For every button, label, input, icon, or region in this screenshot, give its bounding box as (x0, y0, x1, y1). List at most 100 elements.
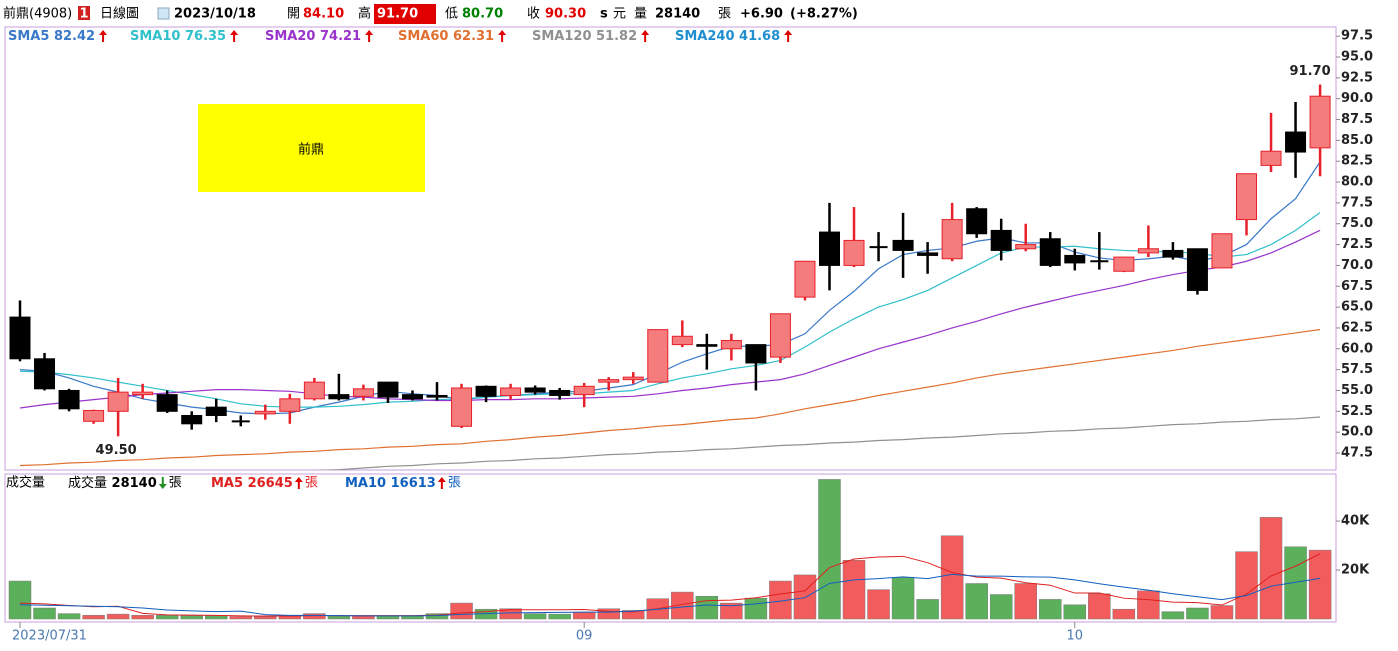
candle-body (254, 410, 276, 415)
volume-bar (548, 613, 571, 620)
arrow-icon (437, 477, 446, 489)
arrow-icon (498, 30, 507, 42)
volume-bars (8, 479, 1332, 620)
volume-bar (106, 613, 130, 620)
candle-body (107, 391, 129, 412)
volume-bar (204, 615, 228, 620)
candle-body (328, 394, 350, 400)
arrow-icon (365, 30, 374, 42)
volume-bar (1235, 551, 1258, 620)
legend-value: 51.82 (596, 29, 637, 44)
candle-body (647, 329, 669, 383)
volume-bar (1210, 605, 1234, 620)
volume-bar (842, 559, 866, 620)
arrow-icon (99, 30, 108, 42)
change-pct: (+8.27%) (790, 7, 858, 22)
y-tick-label: 92.5 (1341, 70, 1373, 85)
candle-body (1015, 244, 1037, 250)
annotation: 91.70 (1290, 64, 1331, 79)
volume-label: 量 (634, 7, 647, 22)
volume-bar (965, 583, 988, 620)
chart-kind: 日線圖 (100, 6, 139, 22)
arrow-icon (158, 477, 167, 489)
legend-value: 28140 (112, 476, 157, 491)
candle-body (818, 231, 840, 266)
y-tick-label: 70.0 (1341, 258, 1373, 273)
volume-bar (303, 613, 326, 620)
y-tick-label: 47.5 (1341, 445, 1373, 460)
volume-bar (131, 615, 154, 620)
volume-bar (499, 608, 522, 620)
candle-body (58, 389, 80, 410)
legend-value: 76.35 (185, 29, 226, 44)
badge-box (78, 6, 90, 20)
y-tick-label: 90.0 (1341, 91, 1373, 106)
x-tick-label: 09 (576, 629, 593, 644)
legend-value: 82.42 (54, 29, 95, 44)
candle-body (990, 229, 1012, 251)
arrow-icon (230, 30, 239, 42)
candle-body (475, 385, 497, 397)
volume-bar (1014, 583, 1037, 620)
candle-body (598, 379, 620, 383)
arrow-icon (784, 30, 793, 42)
candle-body (1309, 95, 1331, 149)
volume-bar (1161, 611, 1185, 620)
legend-name: SMA120 (532, 29, 592, 44)
volume-bar (818, 479, 841, 620)
panel-title: 成交量 (6, 475, 45, 491)
candle-body (1186, 248, 1208, 291)
candle-body (500, 387, 522, 396)
candle-body (1285, 131, 1307, 153)
low-label: 低 (445, 7, 458, 22)
volume-bar (671, 591, 694, 620)
y-tick-label: 60.0 (1341, 341, 1373, 356)
candle-body (769, 313, 791, 358)
close: 90.30 (545, 7, 586, 22)
volume-bar (695, 595, 719, 620)
candle-body (549, 389, 571, 396)
legend-entry: SMA20 74.21 (265, 29, 361, 44)
legend-unit: 張 (169, 476, 182, 491)
sma-line (19, 212, 1321, 408)
legend-name: 成交量 (68, 475, 107, 491)
candle-body (9, 316, 31, 360)
y-tick-label: 52.5 (1341, 404, 1373, 419)
volume-bar (180, 615, 203, 620)
legend-entry: SMA120 51.82 (532, 29, 637, 44)
open-label: 開 (287, 7, 300, 22)
legend-entry: SMA60 62.31 (398, 29, 494, 44)
high-box (374, 4, 436, 24)
legend-value: 74.21 (320, 29, 361, 44)
volume-panel (4, 473, 1337, 623)
candle-body (205, 406, 227, 416)
candle-body (156, 394, 178, 412)
volume-bar (597, 608, 620, 620)
volume-bar (1112, 608, 1136, 620)
checkbox[interactable] (157, 7, 170, 20)
candle-body (377, 381, 399, 398)
candle-body (1260, 150, 1282, 166)
candle-body (1039, 238, 1061, 266)
volume-bar (867, 589, 890, 620)
y-tick-label: 55.0 (1341, 383, 1373, 398)
y-tick-label: 95.0 (1341, 50, 1373, 65)
volume-bar (155, 615, 179, 620)
price-lines (19, 161, 1321, 470)
legend-name: MA5 (211, 476, 243, 491)
legend-entry: MA5 26645 (211, 476, 293, 491)
arrow-icon (294, 477, 303, 489)
legend-entry: SMA5 82.42 (8, 29, 95, 44)
y-tick-label: 77.5 (1341, 195, 1373, 210)
volume-bar (989, 594, 1013, 620)
sma-line (312, 416, 1321, 470)
volume-bar (1308, 549, 1332, 620)
price-panel (4, 26, 1337, 471)
candle-body (696, 344, 718, 347)
volume-bar (1186, 607, 1209, 620)
candle-body (1137, 248, 1159, 254)
candle-body (622, 376, 644, 381)
unit: 元 (613, 7, 626, 22)
sma-line (19, 161, 1321, 415)
